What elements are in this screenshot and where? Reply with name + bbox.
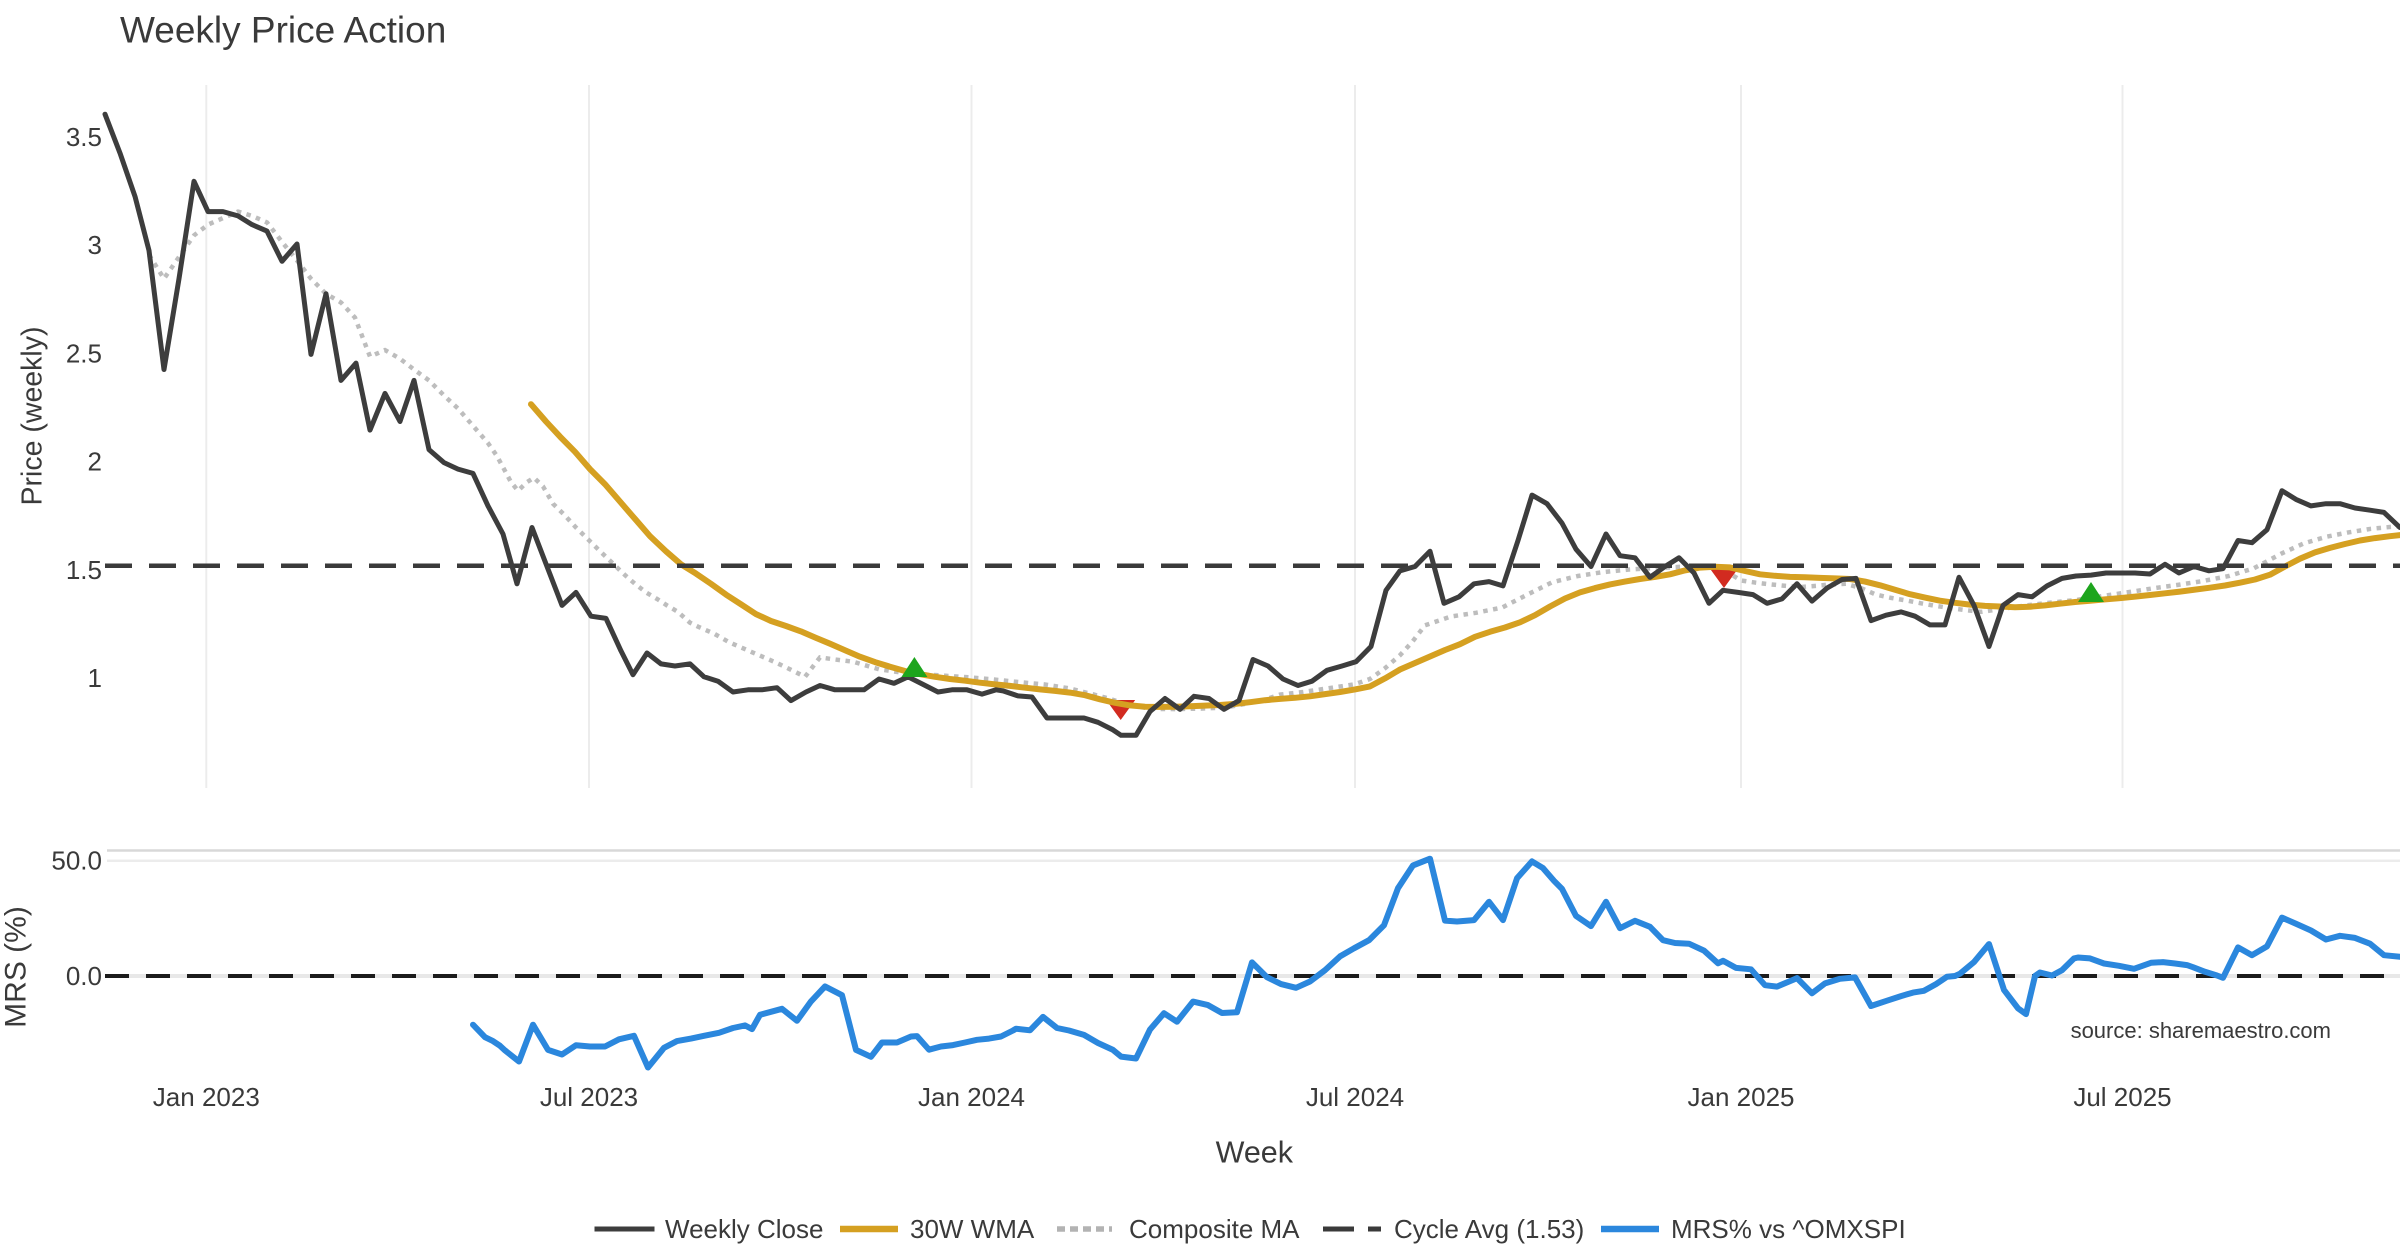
svg-text:30W WMA: 30W WMA — [910, 1214, 1035, 1244]
svg-text:MRS% vs ^OMXSPI: MRS% vs ^OMXSPI — [1671, 1214, 1906, 1244]
svg-text:MRS (%): MRS (%) — [0, 906, 33, 1028]
svg-text:Jan 2024: Jan 2024 — [918, 1082, 1025, 1112]
svg-text:3.5: 3.5 — [66, 122, 102, 152]
svg-text:Jul 2023: Jul 2023 — [540, 1082, 638, 1112]
svg-text:Composite MA: Composite MA — [1129, 1214, 1300, 1244]
svg-text:Price (weekly): Price (weekly) — [17, 327, 49, 506]
svg-text:2.5: 2.5 — [66, 338, 102, 368]
svg-text:1: 1 — [88, 663, 102, 693]
svg-text:3: 3 — [88, 230, 102, 260]
svg-text:1.5: 1.5 — [66, 555, 102, 585]
svg-text:0.0: 0.0 — [66, 961, 102, 991]
svg-text:50.0: 50.0 — [51, 846, 102, 876]
svg-text:Jul 2024: Jul 2024 — [1306, 1082, 1404, 1112]
svg-text:2: 2 — [88, 447, 102, 477]
svg-text:Cycle Avg (1.53): Cycle Avg (1.53) — [1394, 1214, 1584, 1244]
svg-text:Weekly Close: Weekly Close — [665, 1214, 823, 1244]
svg-text:Jan 2023: Jan 2023 — [153, 1082, 260, 1112]
svg-text:Jul 2025: Jul 2025 — [2073, 1082, 2171, 1112]
svg-text:Jan 2025: Jan 2025 — [1688, 1082, 1795, 1112]
svg-text:Week: Week — [1216, 1136, 1294, 1170]
svg-text:Weekly Price Action: Weekly Price Action — [120, 10, 446, 51]
svg-text:source: sharemaestro.com: source: sharemaestro.com — [2071, 1018, 2331, 1043]
